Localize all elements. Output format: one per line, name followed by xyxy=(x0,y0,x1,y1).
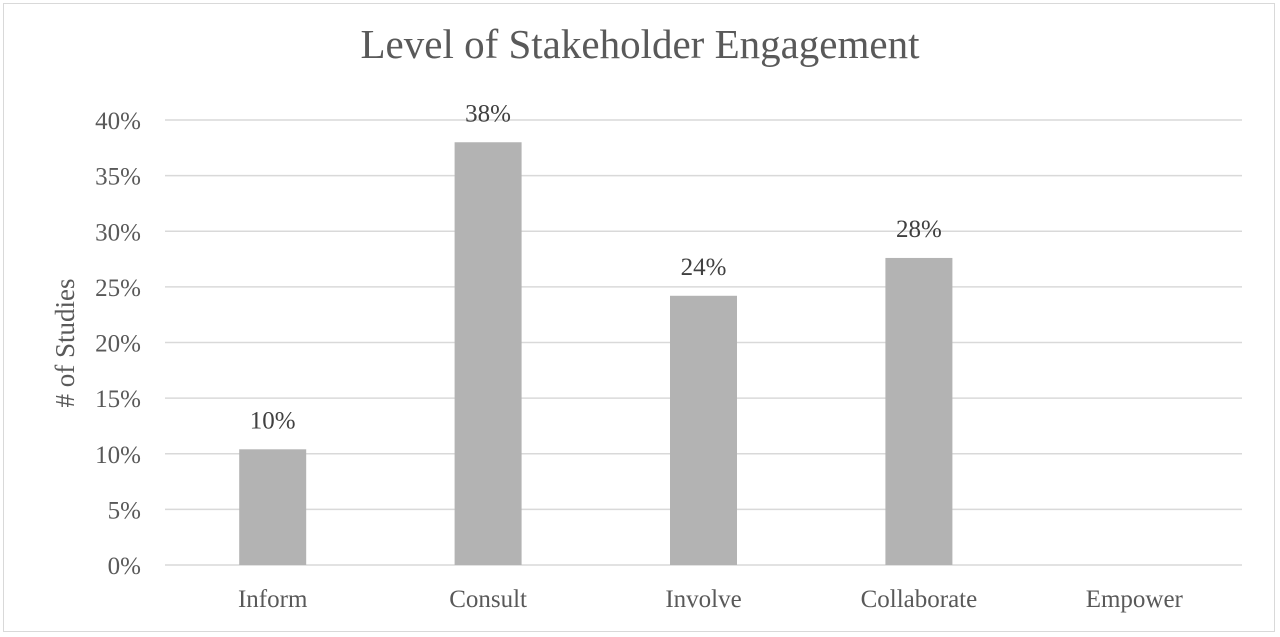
y-tick-label: 5% xyxy=(108,497,141,524)
data-labels: 10% 38% 24% 28% xyxy=(250,100,942,434)
x-tick-label: Consult xyxy=(449,586,527,613)
y-tick-label: 0% xyxy=(108,553,141,580)
x-tick-label: Empower xyxy=(1086,586,1184,613)
y-tick-label: 35% xyxy=(95,164,141,191)
x-tick-label: Involve xyxy=(665,586,741,613)
y-axis-ticks: 0% 5% 10% 15% 20% 25% 30% 35% 40% xyxy=(95,108,141,580)
bar-collaborate xyxy=(885,257,953,565)
data-label-inform: 10% xyxy=(250,407,296,434)
y-tick-label: 40% xyxy=(95,108,141,135)
x-tick-label: Collaborate xyxy=(861,586,978,613)
x-axis-ticks: Inform Consult Involve Collaborate Empower xyxy=(238,586,1184,613)
bar-involve xyxy=(670,295,737,565)
chart-title: Level of Stakeholder Engagement xyxy=(361,21,921,67)
y-axis-label: # of Studies xyxy=(50,278,80,407)
data-label-collaborate: 28% xyxy=(896,216,942,243)
y-tick-label: 20% xyxy=(95,331,141,358)
bar-consult xyxy=(454,142,522,565)
chart-area xyxy=(3,3,1275,632)
y-tick-label: 25% xyxy=(95,275,141,302)
y-tick-label: 10% xyxy=(95,442,141,469)
data-label-consult: 38% xyxy=(465,100,511,127)
gridlines xyxy=(165,119,1242,566)
x-tick-label: Inform xyxy=(238,586,308,613)
bars xyxy=(239,142,953,565)
y-tick-label: 15% xyxy=(95,386,141,413)
y-tick-label: 30% xyxy=(95,219,141,246)
bar-inform xyxy=(239,449,307,565)
data-label-involve: 24% xyxy=(681,254,727,281)
